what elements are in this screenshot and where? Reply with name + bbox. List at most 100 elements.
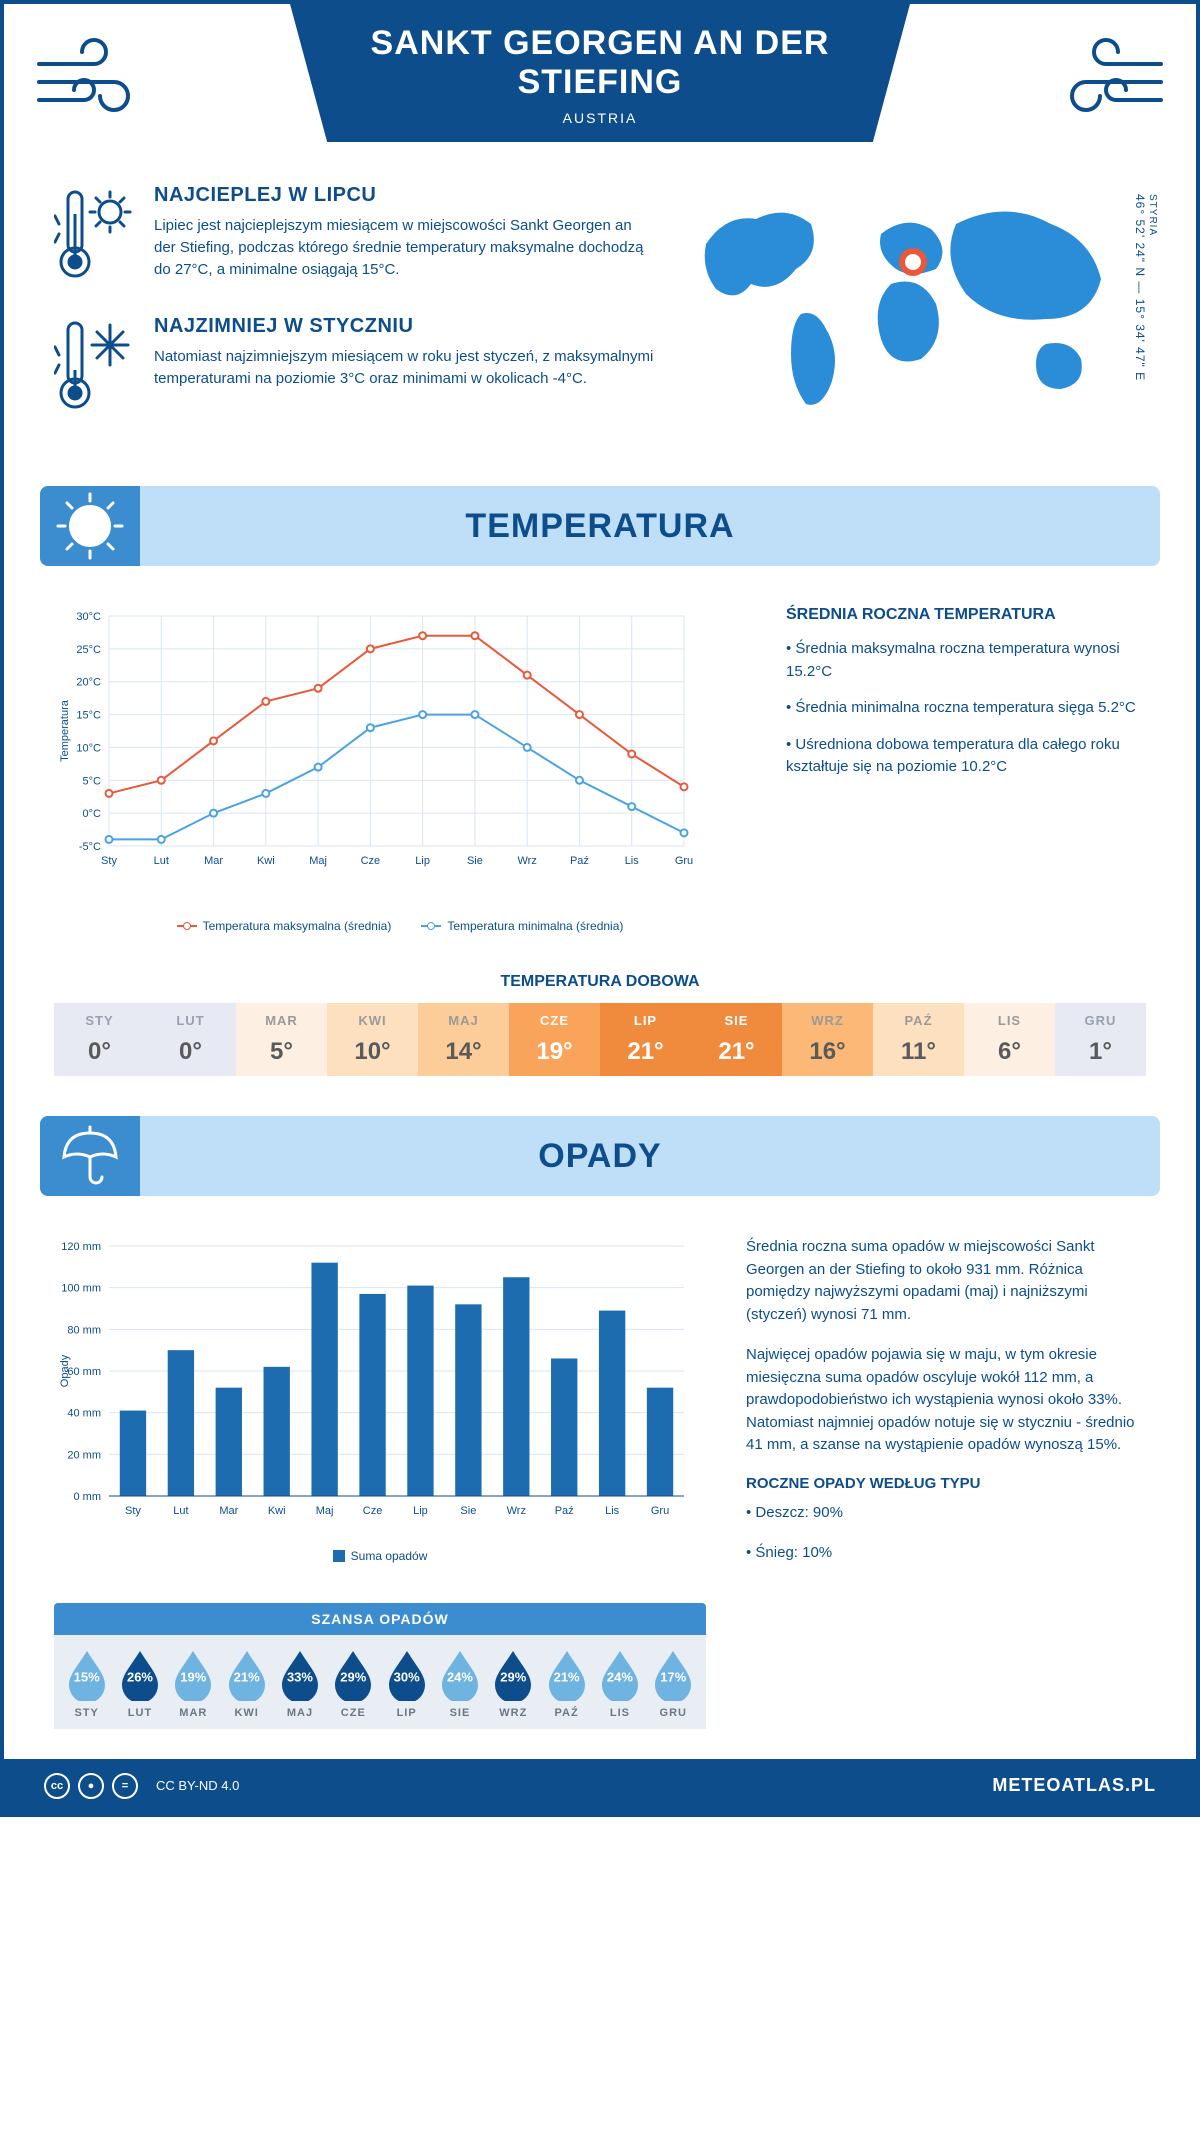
- svg-text:Lip: Lip: [415, 855, 430, 867]
- svg-text:Sie: Sie: [460, 1505, 476, 1517]
- chance-cell: 24%LIS: [593, 1649, 646, 1719]
- precip-legend: Suma opadów: [54, 1549, 706, 1563]
- fact-warm: NAJCIEPLEJ W LIPCU Lipiec jest najcieple…: [54, 184, 656, 289]
- svg-text:Gru: Gru: [651, 1505, 669, 1517]
- daily-temp-cell: WRZ16°: [782, 1003, 873, 1076]
- svg-text:80 mm: 80 mm: [67, 1324, 101, 1336]
- footer: cc ● = CC BY-ND 4.0 METEOATLAS.PL: [4, 1759, 1196, 1813]
- annual-temp-bullet: • Uśredniona dobowa temperatura dla całe…: [786, 734, 1146, 779]
- chance-cell: 29%CZE: [327, 1649, 380, 1719]
- precip-text-1: Średnia roczna suma opadów w miejscowośc…: [746, 1236, 1146, 1326]
- section-banner-temperature: TEMPERATURA: [40, 486, 1160, 566]
- legend-max-label: Temperatura maksymalna (średnia): [203, 919, 392, 933]
- svg-text:Cze: Cze: [361, 855, 381, 867]
- daily-temp-cell: LIP21°: [600, 1003, 691, 1076]
- svg-text:15°C: 15°C: [76, 710, 101, 722]
- precip-summary: Średnia roczna suma opadów w miejscowośc…: [746, 1236, 1146, 1583]
- svg-text:40 mm: 40 mm: [67, 1408, 101, 1420]
- chance-cell: 30%LIP: [380, 1649, 433, 1719]
- svg-text:120 mm: 120 mm: [61, 1241, 101, 1253]
- svg-text:Paź: Paź: [570, 855, 589, 867]
- precip-type-title: ROCZNE OPADY WEDŁUG TYPU: [746, 1475, 1146, 1492]
- by-icon: ●: [78, 1773, 104, 1799]
- precip-text-2: Najwięcej opadów pojawia się w maju, w t…: [746, 1344, 1146, 1457]
- daily-temp-title: TEMPERATURA DOBOWA: [4, 973, 1196, 991]
- wind-icon: [34, 34, 154, 129]
- chance-cell: 17%GRU: [647, 1649, 700, 1719]
- temperature-block: -5°C0°C5°C10°C15°C20°C25°C30°CStyLutMarK…: [4, 576, 1196, 953]
- umbrella-icon: [40, 1116, 140, 1196]
- svg-text:20°C: 20°C: [76, 677, 101, 689]
- daily-temp-cell: GRU1°: [1055, 1003, 1146, 1076]
- coordinates: STYRIA 46° 52' 24" N — 15° 34' 47" E: [1133, 194, 1158, 381]
- svg-text:25°C: 25°C: [76, 644, 101, 656]
- daily-temp-table: STY0°LUT0°MAR5°KWI10°MAJ14°CZE19°LIP21°S…: [54, 1003, 1146, 1076]
- daily-temp-cell: PAŹ11°: [873, 1003, 964, 1076]
- annual-temp-title: ŚREDNIA ROCZNA TEMPERATURA: [786, 606, 1146, 624]
- daily-temp-cell: LIS6°: [964, 1003, 1055, 1076]
- section-banner-precip: OPADY: [40, 1116, 1160, 1196]
- svg-text:Opady: Opady: [59, 1354, 71, 1387]
- chance-cell: 15%STY: [60, 1649, 113, 1719]
- daily-temp-cell: LUT0°: [145, 1003, 236, 1076]
- svg-text:Lut: Lut: [173, 1505, 188, 1517]
- annual-temp-bullet: • Średnia minimalna roczna temperatura s…: [786, 697, 1146, 720]
- svg-text:Wrz: Wrz: [518, 855, 537, 867]
- svg-text:5°C: 5°C: [83, 775, 102, 787]
- svg-text:0 mm: 0 mm: [74, 1491, 102, 1503]
- svg-text:Cze: Cze: [363, 1505, 383, 1517]
- temperature-summary: ŚREDNIA ROCZNA TEMPERATURA • Średnia mak…: [786, 606, 1146, 933]
- svg-text:Wrz: Wrz: [507, 1505, 526, 1517]
- world-map: STYRIA 46° 52' 24" N — 15° 34' 47" E: [686, 184, 1146, 446]
- chance-title: SZANSA OPADÓW: [54, 1603, 706, 1635]
- temperature-chart: -5°C0°C5°C10°C15°C20°C25°C30°CStyLutMarK…: [54, 606, 746, 933]
- sun-icon: [40, 486, 140, 566]
- chance-cell: 21%KWI: [220, 1649, 273, 1719]
- svg-text:10°C: 10°C: [76, 742, 101, 754]
- svg-text:Kwi: Kwi: [268, 1505, 286, 1517]
- svg-text:Lis: Lis: [625, 855, 640, 867]
- license: cc ● = CC BY-ND 4.0: [44, 1773, 239, 1799]
- precip-chart: 0 mm20 mm40 mm60 mm80 mm100 mm120 mmOpad…: [54, 1236, 706, 1583]
- fact-warm-text: Lipiec jest najcieplejszym miesiącem w m…: [154, 215, 656, 280]
- fact-cold-title: NAJZIMNIEJ W STYCZNIU: [154, 315, 656, 338]
- page-title: SANKT GEORGEN AN DER STIEFING: [320, 24, 880, 102]
- fact-cold-text: Natomiast najzimniejszym miesiącem w rok…: [154, 346, 656, 390]
- chance-cell: 33%MAJ: [273, 1649, 326, 1719]
- chance-cell: 19%MAR: [167, 1649, 220, 1719]
- license-text: CC BY-ND 4.0: [156, 1778, 239, 1793]
- daily-temp-cell: MAR5°: [236, 1003, 327, 1076]
- temperature-legend: Temperatura maksymalna (średnia) Tempera…: [54, 919, 746, 933]
- svg-text:0°C: 0°C: [83, 808, 102, 820]
- header: SANKT GEORGEN AN DER STIEFING AUSTRIA: [4, 4, 1196, 184]
- chance-cell: 29%WRZ: [487, 1649, 540, 1719]
- thermometer-snow-icon: [54, 315, 134, 420]
- daily-temp-cell: SIE21°: [691, 1003, 782, 1076]
- legend-precip-label: Suma opadów: [351, 1549, 428, 1563]
- svg-text:Sty: Sty: [125, 1505, 141, 1517]
- chance-cell: 24%SIE: [433, 1649, 486, 1719]
- legend-min-label: Temperatura minimalna (średnia): [447, 919, 623, 933]
- svg-text:Lut: Lut: [154, 855, 169, 867]
- svg-text:Mar: Mar: [204, 855, 223, 867]
- precip-block: 0 mm20 mm40 mm60 mm80 mm100 mm120 mmOpad…: [4, 1206, 1196, 1593]
- coords-text: 46° 52' 24" N — 15° 34' 47" E: [1133, 194, 1147, 381]
- chance-cell: 21%PAŹ: [540, 1649, 593, 1719]
- daily-temp-cell: CZE19°: [509, 1003, 600, 1076]
- svg-text:Maj: Maj: [309, 855, 327, 867]
- svg-text:30°C: 30°C: [76, 611, 101, 623]
- svg-text:-5°C: -5°C: [79, 841, 101, 853]
- title-banner: SANKT GEORGEN AN DER STIEFING AUSTRIA: [290, 4, 910, 142]
- svg-text:Gru: Gru: [675, 855, 693, 867]
- svg-text:100 mm: 100 mm: [61, 1283, 101, 1295]
- svg-text:Maj: Maj: [316, 1505, 334, 1517]
- fact-warm-title: NAJCIEPLEJ W LIPCU: [154, 184, 656, 207]
- chance-cell: 26%LUT: [113, 1649, 166, 1719]
- country-label: AUSTRIA: [320, 110, 880, 126]
- svg-text:60 mm: 60 mm: [67, 1366, 101, 1378]
- annual-temp-bullet: • Średnia maksymalna roczna temperatura …: [786, 638, 1146, 683]
- svg-text:Paź: Paź: [555, 1505, 574, 1517]
- chance-of-precip: SZANSA OPADÓW 15%STY26%LUT19%MAR21%KWI33…: [54, 1603, 1146, 1729]
- nd-icon: =: [112, 1773, 138, 1799]
- svg-text:Mar: Mar: [219, 1505, 238, 1517]
